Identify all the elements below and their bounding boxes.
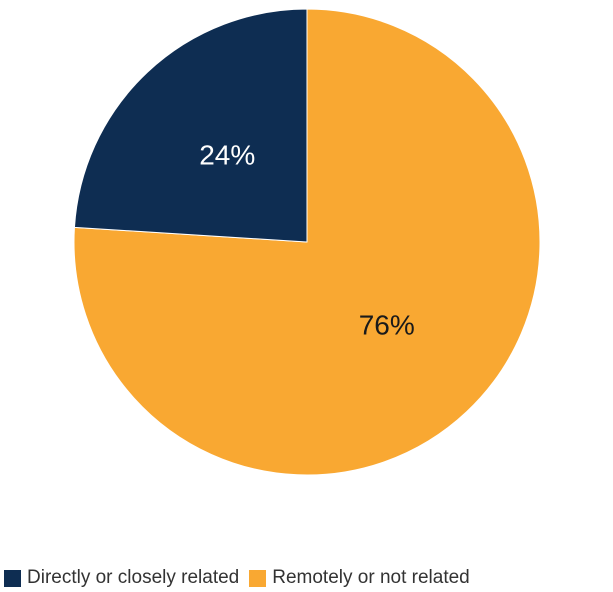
slice-directly-related — [73, 8, 308, 243]
legend-item-directly-related: Directly or closely related — [4, 567, 239, 589]
legend-label-remotely-related: Remotely or not related — [272, 567, 470, 588]
legend-label-directly-related: Directly or closely related — [27, 567, 240, 588]
legend: Directly or closely related Remotely or … — [4, 566, 480, 590]
label-remotely-related: 76% — [359, 309, 415, 340]
legend-swatch-directly-related — [4, 569, 21, 587]
legend-item-remotely-related: Remotely or not related — [249, 567, 470, 589]
legend-swatch-remotely-related — [249, 569, 267, 587]
label-directly-related: 24% — [199, 139, 255, 170]
pie-chart: 76% 24% — [73, 8, 541, 476]
pie-slices — [73, 8, 541, 476]
pie-labels: 76% 24% — [199, 139, 415, 340]
